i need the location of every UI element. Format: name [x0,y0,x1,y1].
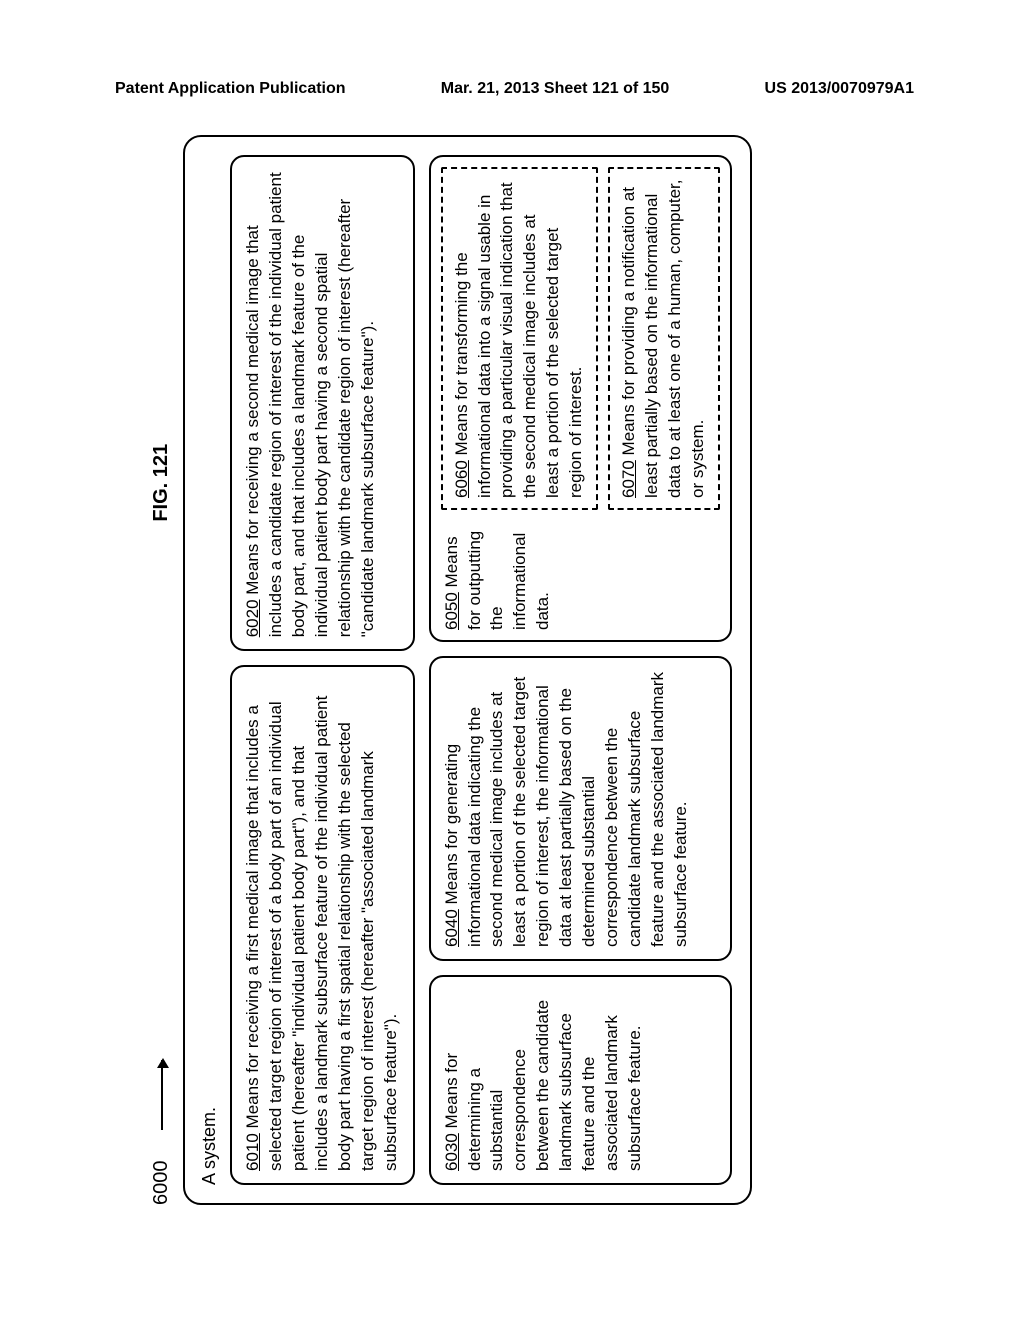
figure-content: 6000 FIG. 121 A system. 6010 Means for r… [150,135,890,1205]
text-6020: Means for receiving a second medical ima… [243,172,377,637]
num-6050: 6050 [442,592,461,630]
text-6030: Means for determining a substantial corr… [442,1000,645,1171]
system-box: A system. 6010 Means for receiving a fir… [183,135,752,1205]
header-center: Mar. 21, 2013 Sheet 121 of 150 [441,80,670,98]
num-6030: 6030 [442,1133,461,1171]
num-6040: 6040 [442,909,461,947]
means-6040: 6040 Means for generating informational … [429,656,732,961]
reference-number: 6000 [150,1161,173,1206]
figure-title: FIG. 121 [150,135,173,831]
means-6050: 6050 Means for outputting the informatio… [441,520,720,630]
means-6060: 6060 Means for transforming the informat… [441,167,599,510]
num-6020: 6020 [243,599,262,637]
means-6020: 6020 Means for receiving a second medica… [230,155,415,651]
means-6070: 6070 Means for providing a notification … [608,167,720,510]
group-6050: 6050 Means for outputting the informatio… [429,155,732,642]
header-right: US 2013/0070979A1 [765,80,914,98]
patent-page: Patent Application Publication Mar. 21, … [0,0,1024,1320]
reference-arrow-icon [161,1061,163,1131]
means-6010: 6010 Means for receiving a first medical… [230,665,415,1185]
num-6070: 6070 [619,460,638,498]
figure-title-row: 6000 FIG. 121 [150,135,173,1205]
text-6070: Means for providing a notification at le… [619,180,707,498]
num-6010: 6010 [243,1133,262,1171]
row-2: 6030 Means for determining a substantial… [429,155,732,1185]
num-6060: 6060 [452,460,471,498]
means-6030: 6030 Means for determining a substantial… [429,975,732,1185]
text-6010: Means for receiving a first medical imag… [243,696,400,1171]
optional-column: 6060 Means for transforming the informat… [441,167,720,510]
text-6060: Means for transforming the informational… [452,182,586,498]
row-1: 6010 Means for receiving a first medical… [230,155,415,1185]
page-header: Patent Application Publication Mar. 21, … [115,80,914,98]
text-6040: Means for generating informational data … [442,672,690,947]
system-label: A system. [199,155,220,1185]
header-left: Patent Application Publication [115,80,346,98]
